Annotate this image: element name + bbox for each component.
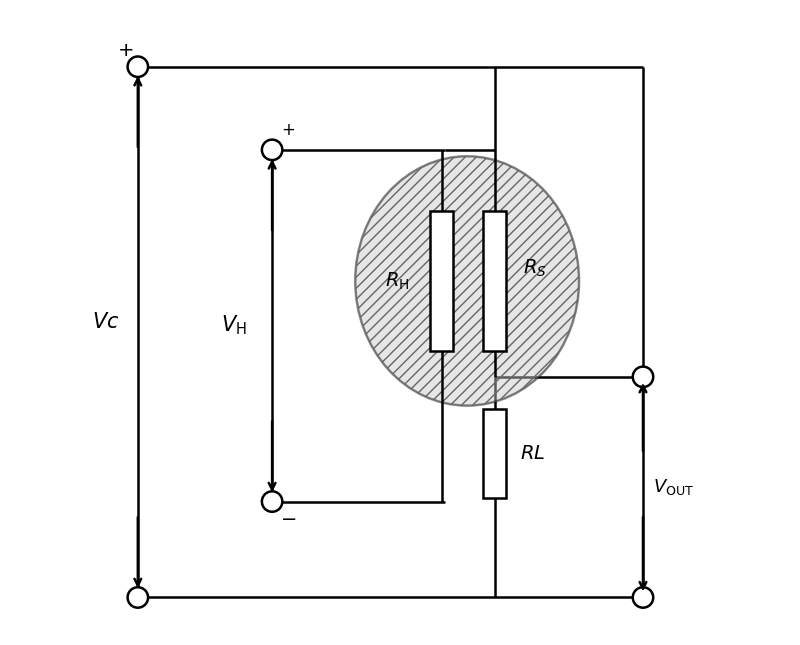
Text: $+$: $+$: [117, 42, 134, 60]
Text: $RL$: $RL$: [520, 444, 546, 462]
Bar: [483, 211, 506, 352]
Text: $R_{S}$: $R_{S}$: [523, 257, 547, 279]
Text: $V_{\mathrm{OUT}}$: $V_{\mathrm{OUT}}$: [653, 477, 694, 497]
Circle shape: [127, 587, 148, 608]
Text: $+$: $+$: [281, 122, 295, 139]
Circle shape: [127, 57, 148, 77]
Bar: [483, 409, 506, 499]
Circle shape: [262, 139, 282, 160]
Text: $Vc$: $Vc$: [92, 312, 119, 333]
Text: $V_{\mathrm{H}}$: $V_{\mathrm{H}}$: [221, 314, 246, 337]
Circle shape: [262, 491, 282, 511]
Circle shape: [633, 587, 654, 608]
Bar: [430, 211, 453, 352]
Text: $R_{\mathrm{H}}$: $R_{\mathrm{H}}$: [385, 270, 409, 292]
Ellipse shape: [355, 156, 579, 406]
Circle shape: [633, 366, 654, 387]
Text: $-$: $-$: [280, 508, 296, 526]
